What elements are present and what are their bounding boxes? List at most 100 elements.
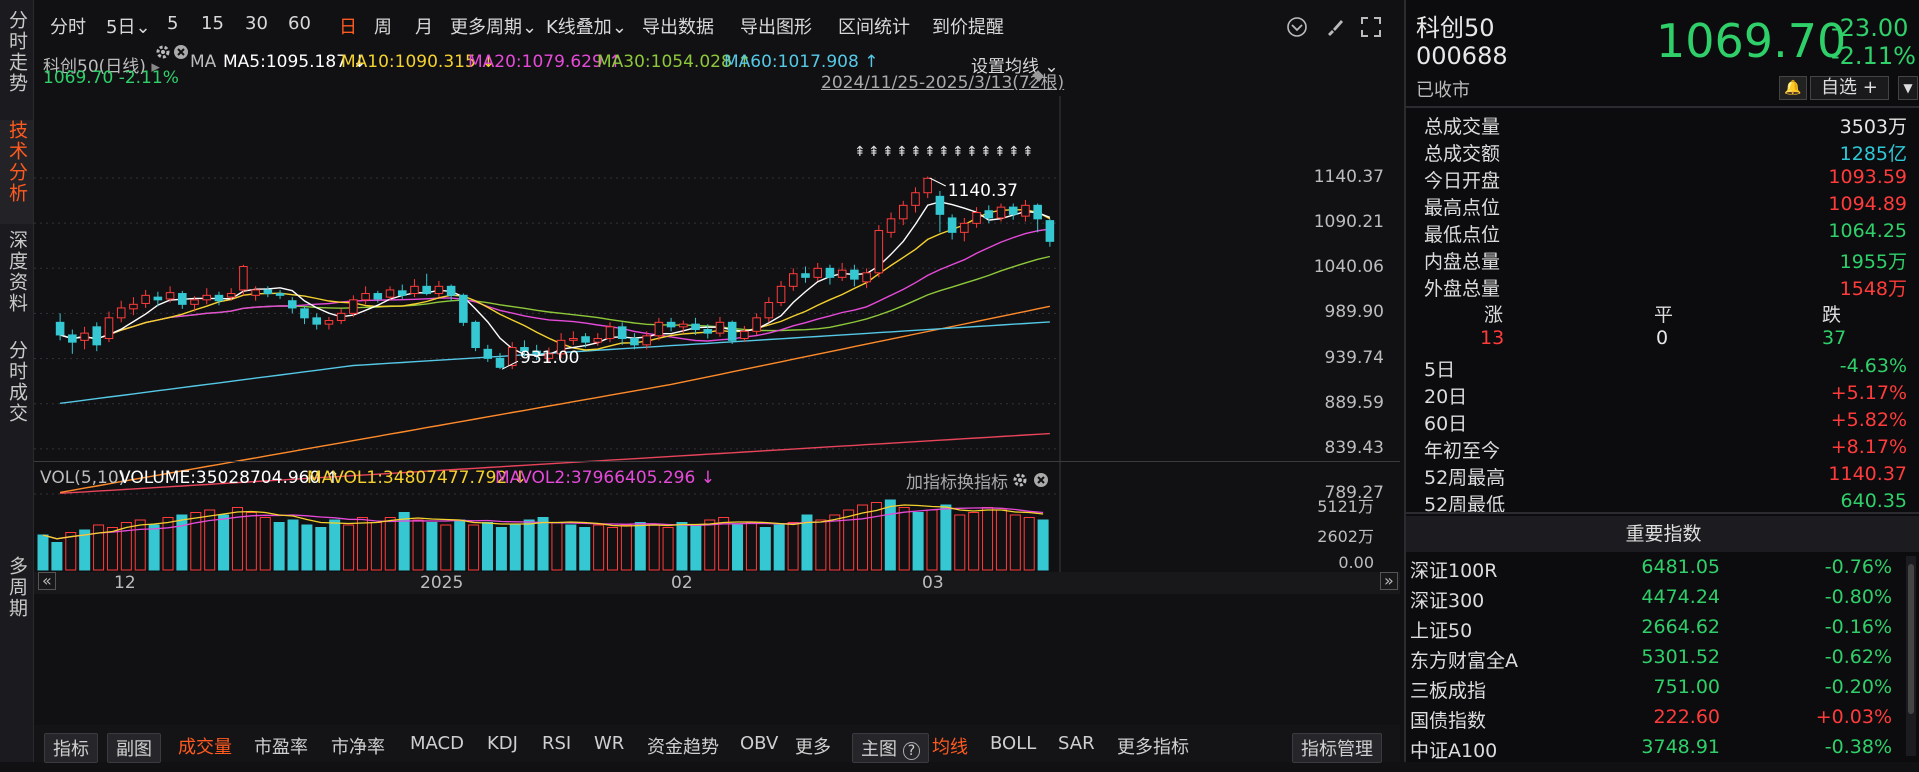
tab-volume[interactable]: 成交量	[178, 737, 232, 758]
tab-pe[interactable]: 市盈率	[254, 737, 308, 758]
period-15min[interactable]: 15	[201, 13, 224, 34]
index-row[interactable]: 国债指数 222.60 +0.03%	[1410, 706, 1910, 736]
indicator-button[interactable]: 指标	[44, 733, 98, 763]
tab-kdj[interactable]: KDJ	[487, 733, 518, 754]
period-intraday[interactable]: 分时	[50, 17, 86, 38]
signal-marker: ⇞	[910, 144, 922, 160]
breadth-flat-label: 平	[1654, 304, 1674, 326]
index-row[interactable]: 三板成指 751.00 -0.20%	[1410, 676, 1910, 706]
price-alert-button[interactable]: 到价提醒	[932, 17, 1004, 38]
scroll-left-button[interactable]: «	[38, 572, 56, 590]
volume-bar-up	[190, 512, 202, 571]
volume-bar-down	[426, 522, 438, 571]
period-30min[interactable]: 30	[245, 13, 268, 34]
candle-down	[55, 321, 65, 336]
volume-bar-down	[51, 542, 63, 571]
candle-down	[287, 300, 297, 309]
tab-pb[interactable]: 市净率	[331, 737, 385, 758]
candle-up	[923, 177, 932, 194]
candle-up	[654, 321, 664, 337]
candle-up	[129, 303, 138, 310]
candle-up	[190, 299, 199, 305]
index-row[interactable]: 上证50 2664.62 -0.16%	[1410, 616, 1910, 646]
tab-macd[interactable]: MACD	[410, 733, 464, 754]
scrollbar[interactable]	[1906, 556, 1916, 756]
caret-right-icon[interactable]: ▸	[151, 57, 160, 77]
nav-multi-period[interactable]: 多周期	[0, 556, 33, 636]
gear-icon[interactable]	[154, 43, 172, 61]
collapse-icon[interactable]	[1286, 16, 1308, 38]
volume-bar-up	[93, 524, 105, 571]
scroll-right-button[interactable]: »	[1380, 572, 1398, 590]
main-chart-button[interactable]: 主图 ?	[852, 733, 930, 763]
tab-rsi[interactable]: RSI	[542, 733, 572, 754]
performance-label: 52周最高	[1424, 467, 1506, 489]
tab-more-indicators[interactable]: 更多指标	[1117, 737, 1189, 758]
fullscreen-icon[interactable]	[1360, 16, 1382, 38]
mavol2-text: MAVOL2:37966405.296	[495, 468, 696, 488]
stat-value: 1285亿	[1839, 143, 1907, 165]
bell-icon[interactable]: 🔔	[1779, 76, 1807, 100]
stat-value: 1955万	[1839, 251, 1907, 273]
tab-ma[interactable]: 均线	[932, 737, 968, 758]
period-week[interactable]: 周	[374, 17, 392, 38]
sub-chart-button[interactable]: 副图	[107, 733, 161, 763]
period-5day[interactable]: 5日⌄	[106, 13, 151, 39]
mavol1-text: MAVOL1:34807477.792	[307, 468, 508, 488]
volume-bar-down	[884, 499, 896, 571]
candle-up	[569, 338, 578, 341]
volume-chart[interactable]: 5121万 2602万 0.00	[34, 496, 1400, 616]
index-row[interactable]: 深证300 4474.24 -0.80%	[1410, 586, 1910, 616]
nav-technical[interactable]: 技术分析	[0, 120, 33, 224]
candle-up	[165, 292, 175, 300]
nav-deep-data[interactable]: 深度资料	[0, 230, 33, 334]
tab-more[interactable]: 更多	[795, 737, 831, 758]
pin-icon[interactable]	[1027, 69, 1045, 87]
chevron-down-icon[interactable]: ▼	[1898, 76, 1918, 100]
kline-overlay-button[interactable]: K线叠加⌄	[546, 13, 627, 39]
signal-marker: ⇞	[924, 144, 936, 160]
export-chart-button[interactable]: 导出图形	[740, 17, 812, 38]
gear-icon[interactable]	[1011, 471, 1029, 489]
candle-down	[300, 308, 309, 319]
volume-bar-up	[370, 522, 382, 571]
period-60min[interactable]: 60	[288, 13, 311, 34]
tab-sar[interactable]: SAR	[1058, 733, 1095, 754]
stat-label: 外盘总量	[1424, 278, 1501, 300]
tab-wr[interactable]: WR	[594, 733, 625, 754]
stat-label: 最低点位	[1424, 224, 1501, 246]
add-indicator-button[interactable]: 加指标	[906, 473, 957, 493]
close-circle-icon[interactable]	[172, 43, 190, 61]
watchlist-button[interactable]: 自选 +	[1810, 76, 1889, 100]
performance-label: 5日	[1424, 359, 1456, 381]
volume-bar-up	[343, 524, 355, 571]
index-change: -0.16%	[1824, 616, 1892, 638]
ma-settings-button[interactable]: 设置均线 ⌄	[971, 57, 1059, 77]
price-change-pct: -2.11%	[1831, 42, 1916, 70]
period-5min[interactable]: 5	[167, 13, 179, 34]
ma60-value: MA60:1017.908 ↑	[724, 52, 878, 72]
index-row[interactable]: 深证100R 6481.05 -0.76%	[1410, 556, 1910, 586]
export-data-button[interactable]: 导出数据	[642, 17, 714, 38]
indicator-manage-button[interactable]: 指标管理	[1292, 733, 1382, 763]
index-row[interactable]: 东方财富全A 5301.52 -0.62%	[1410, 646, 1910, 676]
nav-intraday[interactable]: 分时走势	[0, 10, 33, 114]
ma60-text: MA60:1017.908	[724, 52, 859, 72]
tab-obv[interactable]: OBV	[740, 733, 779, 754]
index-row[interactable]: 中证A100 3748.91 -0.38%	[1410, 736, 1910, 766]
candle-up	[715, 321, 725, 334]
tab-boll[interactable]: BOLL	[990, 733, 1037, 754]
tab-fund-trend[interactable]: 资金趋势	[647, 737, 719, 758]
range-stats-button[interactable]: 区间统计	[838, 17, 910, 38]
brush-icon[interactable]	[1324, 16, 1346, 38]
period-day[interactable]: 日	[339, 17, 357, 38]
period-month[interactable]: 月	[415, 17, 433, 38]
candle-up	[349, 299, 358, 314]
volume-bar-up	[259, 517, 271, 571]
price-axis-label: 1090.21	[1313, 212, 1384, 233]
switch-indicator-button[interactable]: 换指标	[957, 473, 1008, 493]
period-more[interactable]: 更多周期⌄	[450, 13, 537, 39]
close-circle-icon[interactable]	[1032, 471, 1050, 489]
nav-intraday-trades[interactable]: 分时成交	[0, 340, 33, 444]
